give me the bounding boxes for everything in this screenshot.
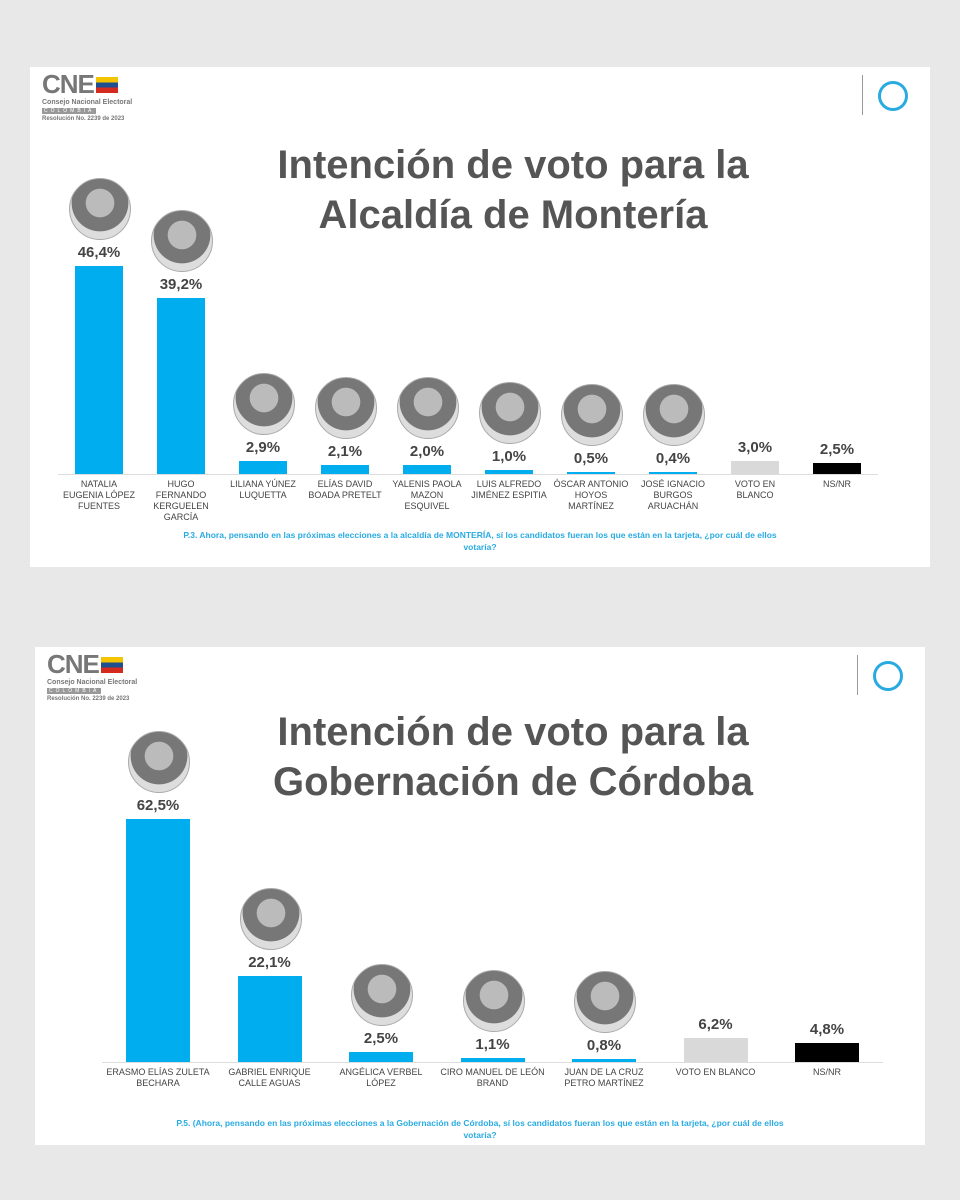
bar (237, 976, 302, 1062)
category-label: VOTO EN BLANCO (734, 479, 776, 500)
logo-bar (96, 77, 118, 93)
category-label: LILIANA YÚNEZ LUQUETTA (230, 479, 296, 500)
brand-icon (873, 661, 903, 691)
value-label: 0,8% (586, 1036, 622, 1054)
logo-bar (101, 657, 123, 673)
logo-note: Resolución No. 2239 de 2023 (47, 696, 130, 702)
candidate-photo (397, 377, 459, 440)
value-label: 4,8% (809, 1021, 845, 1039)
candidate-photo (128, 730, 190, 793)
baseline (58, 474, 878, 475)
bar (731, 460, 779, 474)
category-label: ANGÉLICA VERBEL LÓPEZ (339, 1067, 423, 1088)
logo-country: COLOMBIA (47, 688, 102, 694)
value-label: 22,1% (248, 954, 291, 972)
value-label: 2,0% (409, 443, 445, 461)
bar (567, 471, 615, 474)
category-label: ÓSCAR ANTONIO HOYOS MARTÍNEZ (553, 479, 629, 511)
bar (349, 1052, 413, 1062)
category-label: HUGO FERNANDO KERGUELEN GARCÍA (153, 479, 209, 522)
category-label: VOTO EN BLANCO (675, 1067, 756, 1077)
bar (321, 464, 369, 474)
bar (683, 1037, 748, 1062)
logo-subtitle: Consejo Nacional Electoral (47, 679, 138, 686)
baseline (102, 1062, 883, 1063)
chart-title: Intención de voto para la Gobernación de… (272, 710, 754, 804)
value-label: 1,1% (475, 1035, 510, 1053)
value-label: 2,5% (819, 440, 855, 458)
bar (239, 461, 287, 474)
candidate-photo (151, 210, 213, 273)
value-label: 62,5% (136, 796, 180, 814)
brand-divider (857, 655, 858, 695)
bar (460, 1057, 525, 1062)
candidate-photo (351, 964, 413, 1027)
category-label: JOSÉ IGNACIO BURGOS ARUACHÁN (640, 479, 705, 511)
bar (126, 818, 190, 1062)
value-label: 46,4% (77, 244, 121, 262)
logo-subtitle: Consejo Nacional Electoral (42, 99, 133, 106)
value-label: 3,0% (737, 438, 773, 456)
candidate-photo (69, 178, 131, 241)
question-note: P.5. (Ahora, pensando en las próximas el… (176, 1118, 784, 1140)
category-label: JUAN DE LA CRUZ PETRO MARTÍNEZ (564, 1067, 644, 1088)
category-label: NS/NR (822, 479, 851, 489)
logo-country: COLOMBIA (42, 108, 97, 114)
bar (75, 266, 123, 474)
candidate-photo (239, 888, 302, 951)
bar (157, 298, 205, 474)
logo-title: CNE (42, 69, 95, 99)
category-label: YALENIS PAOLA MAZON ESQUIVEL (392, 479, 462, 511)
candidate-photo (233, 373, 295, 435)
brand-icon (878, 81, 908, 111)
bar (813, 462, 861, 474)
value-label: 2,5% (363, 1030, 399, 1048)
value-label: 0,4% (655, 450, 691, 468)
value-label: 1,0% (491, 447, 527, 465)
candidate-photo (315, 376, 377, 439)
value-label: 2,1% (327, 442, 363, 460)
brand-divider (862, 75, 863, 115)
bar (649, 472, 697, 474)
category-label: ERASMO ELÍAS ZULETA BECHARA (106, 1067, 210, 1088)
value-label: 6,2% (698, 1015, 733, 1033)
bar (795, 1043, 859, 1062)
value-label: 0,5% (573, 449, 609, 467)
candidate-photo (462, 969, 525, 1032)
chart-panel: CNE Consejo Nacional Electoral COLOMBIA Res… (35, 647, 925, 1145)
value-label: 39,2% (159, 276, 203, 294)
category-label: LUIS ALFREDO JIMÉNEZ ESPITIA (471, 479, 547, 500)
chart-title: Intención de voto para la Alcaldía de Mo… (277, 143, 749, 237)
bar (403, 465, 451, 474)
bar (572, 1058, 636, 1062)
chart-panel: CNE Consejo Nacional Electoral COLOMBIA Res… (30, 67, 930, 567)
question-note: P.3. Ahora, pensando en las próximas ele… (183, 530, 777, 552)
value-label: 2,9% (245, 439, 281, 456)
category-label: NATALIA EUGENIA LÓPEZ FUENTES (62, 479, 136, 511)
logo-note: Resolución No. 2239 de 2023 (42, 116, 125, 122)
category-label: GABRIEL ENRIQUE CALLE AGUAS (228, 1067, 311, 1088)
candidate-photo (643, 384, 705, 447)
category-label: NS/NR (812, 1067, 841, 1077)
category-label: ELÍAS DAVID BOADA PRETELT (308, 479, 382, 500)
bar (485, 469, 533, 474)
candidate-photo (561, 383, 623, 446)
logo-title: CNE (47, 649, 100, 679)
category-label: CIRO MANUEL DE LEÓN BRAND (440, 1067, 545, 1088)
candidate-photo (479, 381, 541, 444)
candidate-photo (574, 970, 636, 1033)
